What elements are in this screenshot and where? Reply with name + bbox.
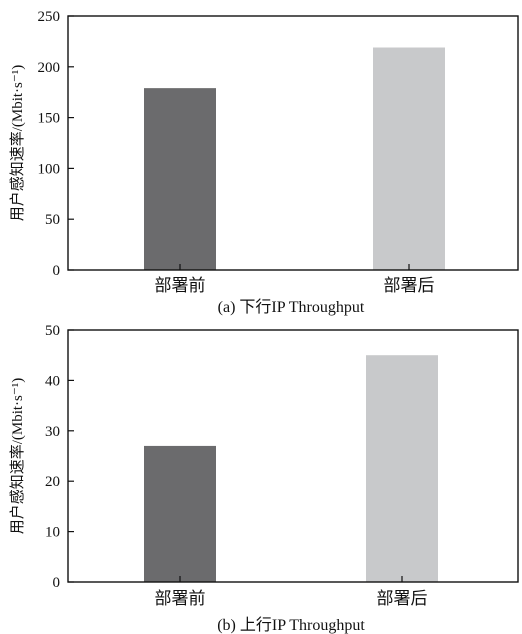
x-tick-label: 部署后 xyxy=(377,589,428,608)
bar-before xyxy=(144,88,216,270)
chart-panel-a: 0 50 100 150 200 250 部署前 部署后 用户感知速率/(Mbit·s⁻¹) (a… xyxy=(9,9,519,316)
y-tick-label: 200 xyxy=(38,60,61,76)
bar-after xyxy=(366,355,438,582)
chart-panel-b: 0 10 20 30 40 50 部署前 部署后 用户感知速率/(Mbit·s⁻¹) (b) 上行… xyxy=(9,323,519,634)
y-tick-label: 0 xyxy=(53,263,61,279)
y-tick-label: 250 xyxy=(38,9,61,25)
y-axis-label: 用户感知速率/(Mbit·s⁻¹) xyxy=(9,65,26,222)
y-tick-label: 30 xyxy=(45,424,60,440)
y-tick-label: 50 xyxy=(45,212,60,228)
x-tick-label: 部署后 xyxy=(384,276,435,295)
y-tick-label: 40 xyxy=(45,373,60,389)
y-tick-label: 50 xyxy=(45,323,60,339)
plot-frame xyxy=(67,329,519,583)
y-tick-label: 150 xyxy=(38,111,61,127)
y-axis-label: 用户感知速率/(Mbit·s⁻¹) xyxy=(9,378,26,535)
y-tick-label: 20 xyxy=(45,474,60,490)
y-tick-label: 10 xyxy=(45,525,60,541)
plot-frame xyxy=(67,15,519,271)
x-tick-label: 部署前 xyxy=(155,276,206,295)
bar-before xyxy=(144,445,216,582)
chart-caption: (b) 上行IP Throughput xyxy=(217,616,365,634)
y-tick-label: 100 xyxy=(38,161,61,177)
x-tick-label: 部署前 xyxy=(155,589,206,608)
y-tick-label: 0 xyxy=(53,575,61,591)
chart-caption: (a) 下行IP Throughput xyxy=(218,298,365,316)
bar-after xyxy=(373,47,445,270)
